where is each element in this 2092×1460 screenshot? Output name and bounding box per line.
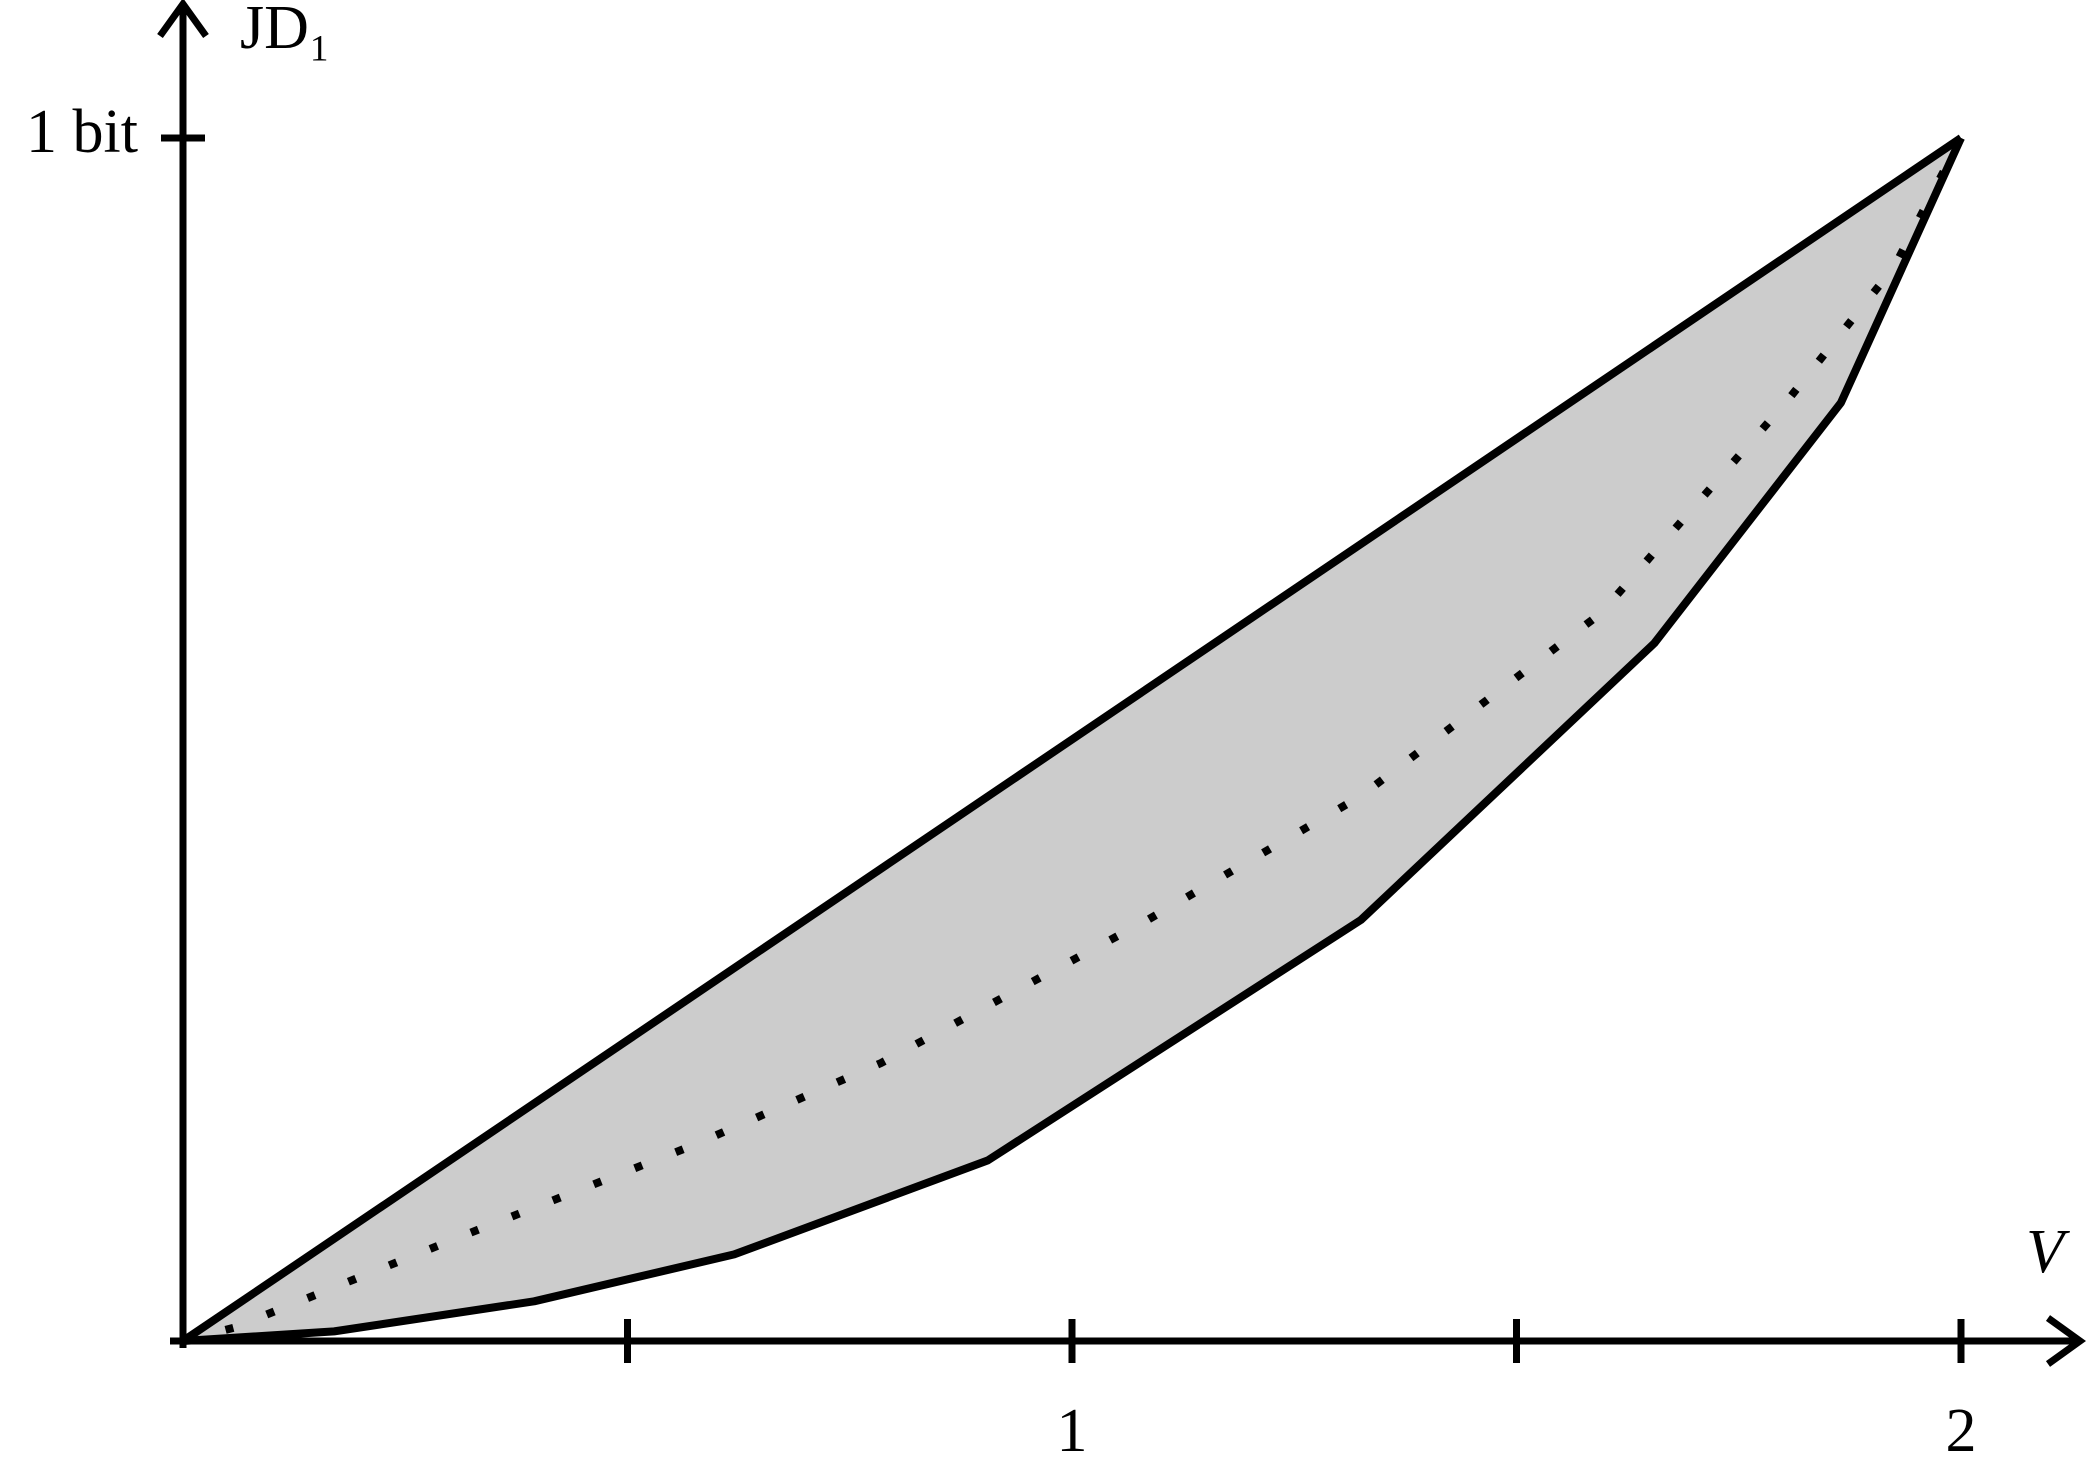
x-tick-label: 1 bbox=[1057, 1397, 1088, 1460]
line bbox=[180, 134, 1964, 1345]
dotted-line bbox=[181, 136, 1965, 1345]
x-arrow bbox=[2045, 1315, 2086, 1367]
x-tick-label: 2 bbox=[1946, 1397, 1977, 1460]
x-axis-label: V bbox=[2026, 1218, 2070, 1286]
y-arrow bbox=[157, 0, 209, 39]
y-axis-label: JD₁ bbox=[240, 0, 331, 62]
y-tick-label: 1 bit bbox=[26, 98, 138, 166]
lines-layer bbox=[180, 134, 1965, 1345]
line bbox=[182, 136, 1965, 1345]
